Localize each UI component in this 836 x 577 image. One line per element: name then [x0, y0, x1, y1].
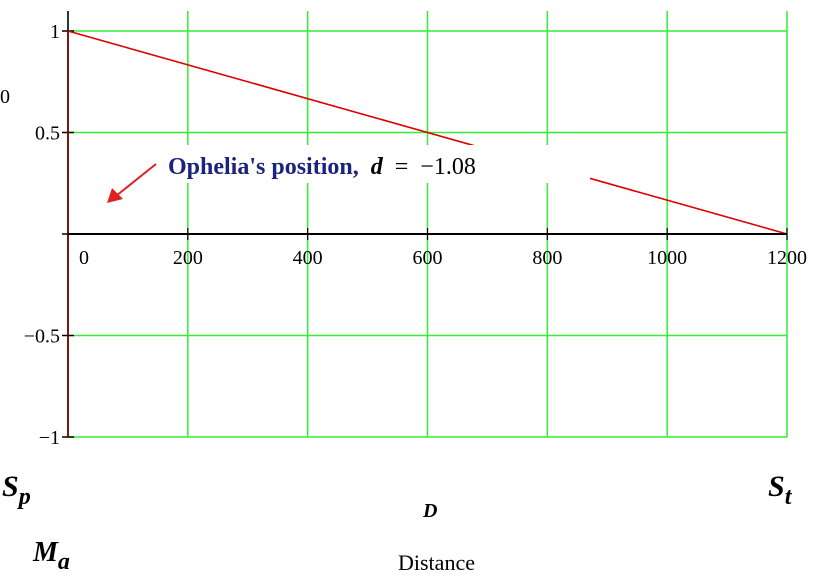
- annotation-text: Ophelia's position,: [168, 154, 359, 180]
- x-tick-label: 800: [532, 247, 562, 269]
- arrow-shaft: [115, 163, 157, 197]
- y-tick-label: −1: [39, 427, 60, 449]
- st-label-main: S: [768, 470, 785, 503]
- annotation-var: d: [371, 154, 384, 180]
- ma-label-main: M: [32, 537, 59, 568]
- x-tick-label: 1000: [647, 247, 687, 269]
- sp-label-main: S: [2, 470, 19, 503]
- x-axis-label: Distance: [398, 550, 475, 575]
- left-edge-label: 0: [0, 86, 10, 108]
- y-tick-label: 0.5: [35, 123, 60, 145]
- ma-label-sub: a: [58, 549, 70, 575]
- ma-label: Ma: [32, 537, 70, 575]
- series-line: [67, 30, 788, 235]
- y-tick-labels: 1 0.5 −0.5 −1: [24, 21, 60, 449]
- x-tick-label: 0: [79, 247, 89, 269]
- annotation-arrow: [107, 163, 157, 203]
- annotation-background: [160, 145, 590, 183]
- series: [67, 30, 788, 437]
- arrow-head: [107, 188, 123, 203]
- x-tick-label: 600: [413, 247, 443, 269]
- x-tick-labels: 0 200 400 600 800 1000 1200: [79, 247, 807, 269]
- st-label: St: [768, 470, 793, 510]
- grid: [67, 11, 788, 438]
- y-tick-label: −0.5: [24, 326, 60, 348]
- axes: [62, 11, 788, 438]
- annotation-eq: =: [395, 154, 409, 180]
- x-variable: D: [422, 500, 437, 522]
- x-tick-label: 200: [173, 247, 203, 269]
- x-tick-label: 1200: [767, 247, 807, 269]
- annotation-value: −1.08: [420, 154, 476, 180]
- st-label-sub: t: [785, 484, 793, 510]
- sp-label: Sp: [2, 470, 31, 510]
- y-tick-label: 1: [50, 21, 60, 43]
- sp-label-sub: p: [17, 484, 31, 510]
- x-tick-label: 400: [293, 247, 323, 269]
- annotation: Ophelia's position, d = −1.08: [168, 154, 476, 180]
